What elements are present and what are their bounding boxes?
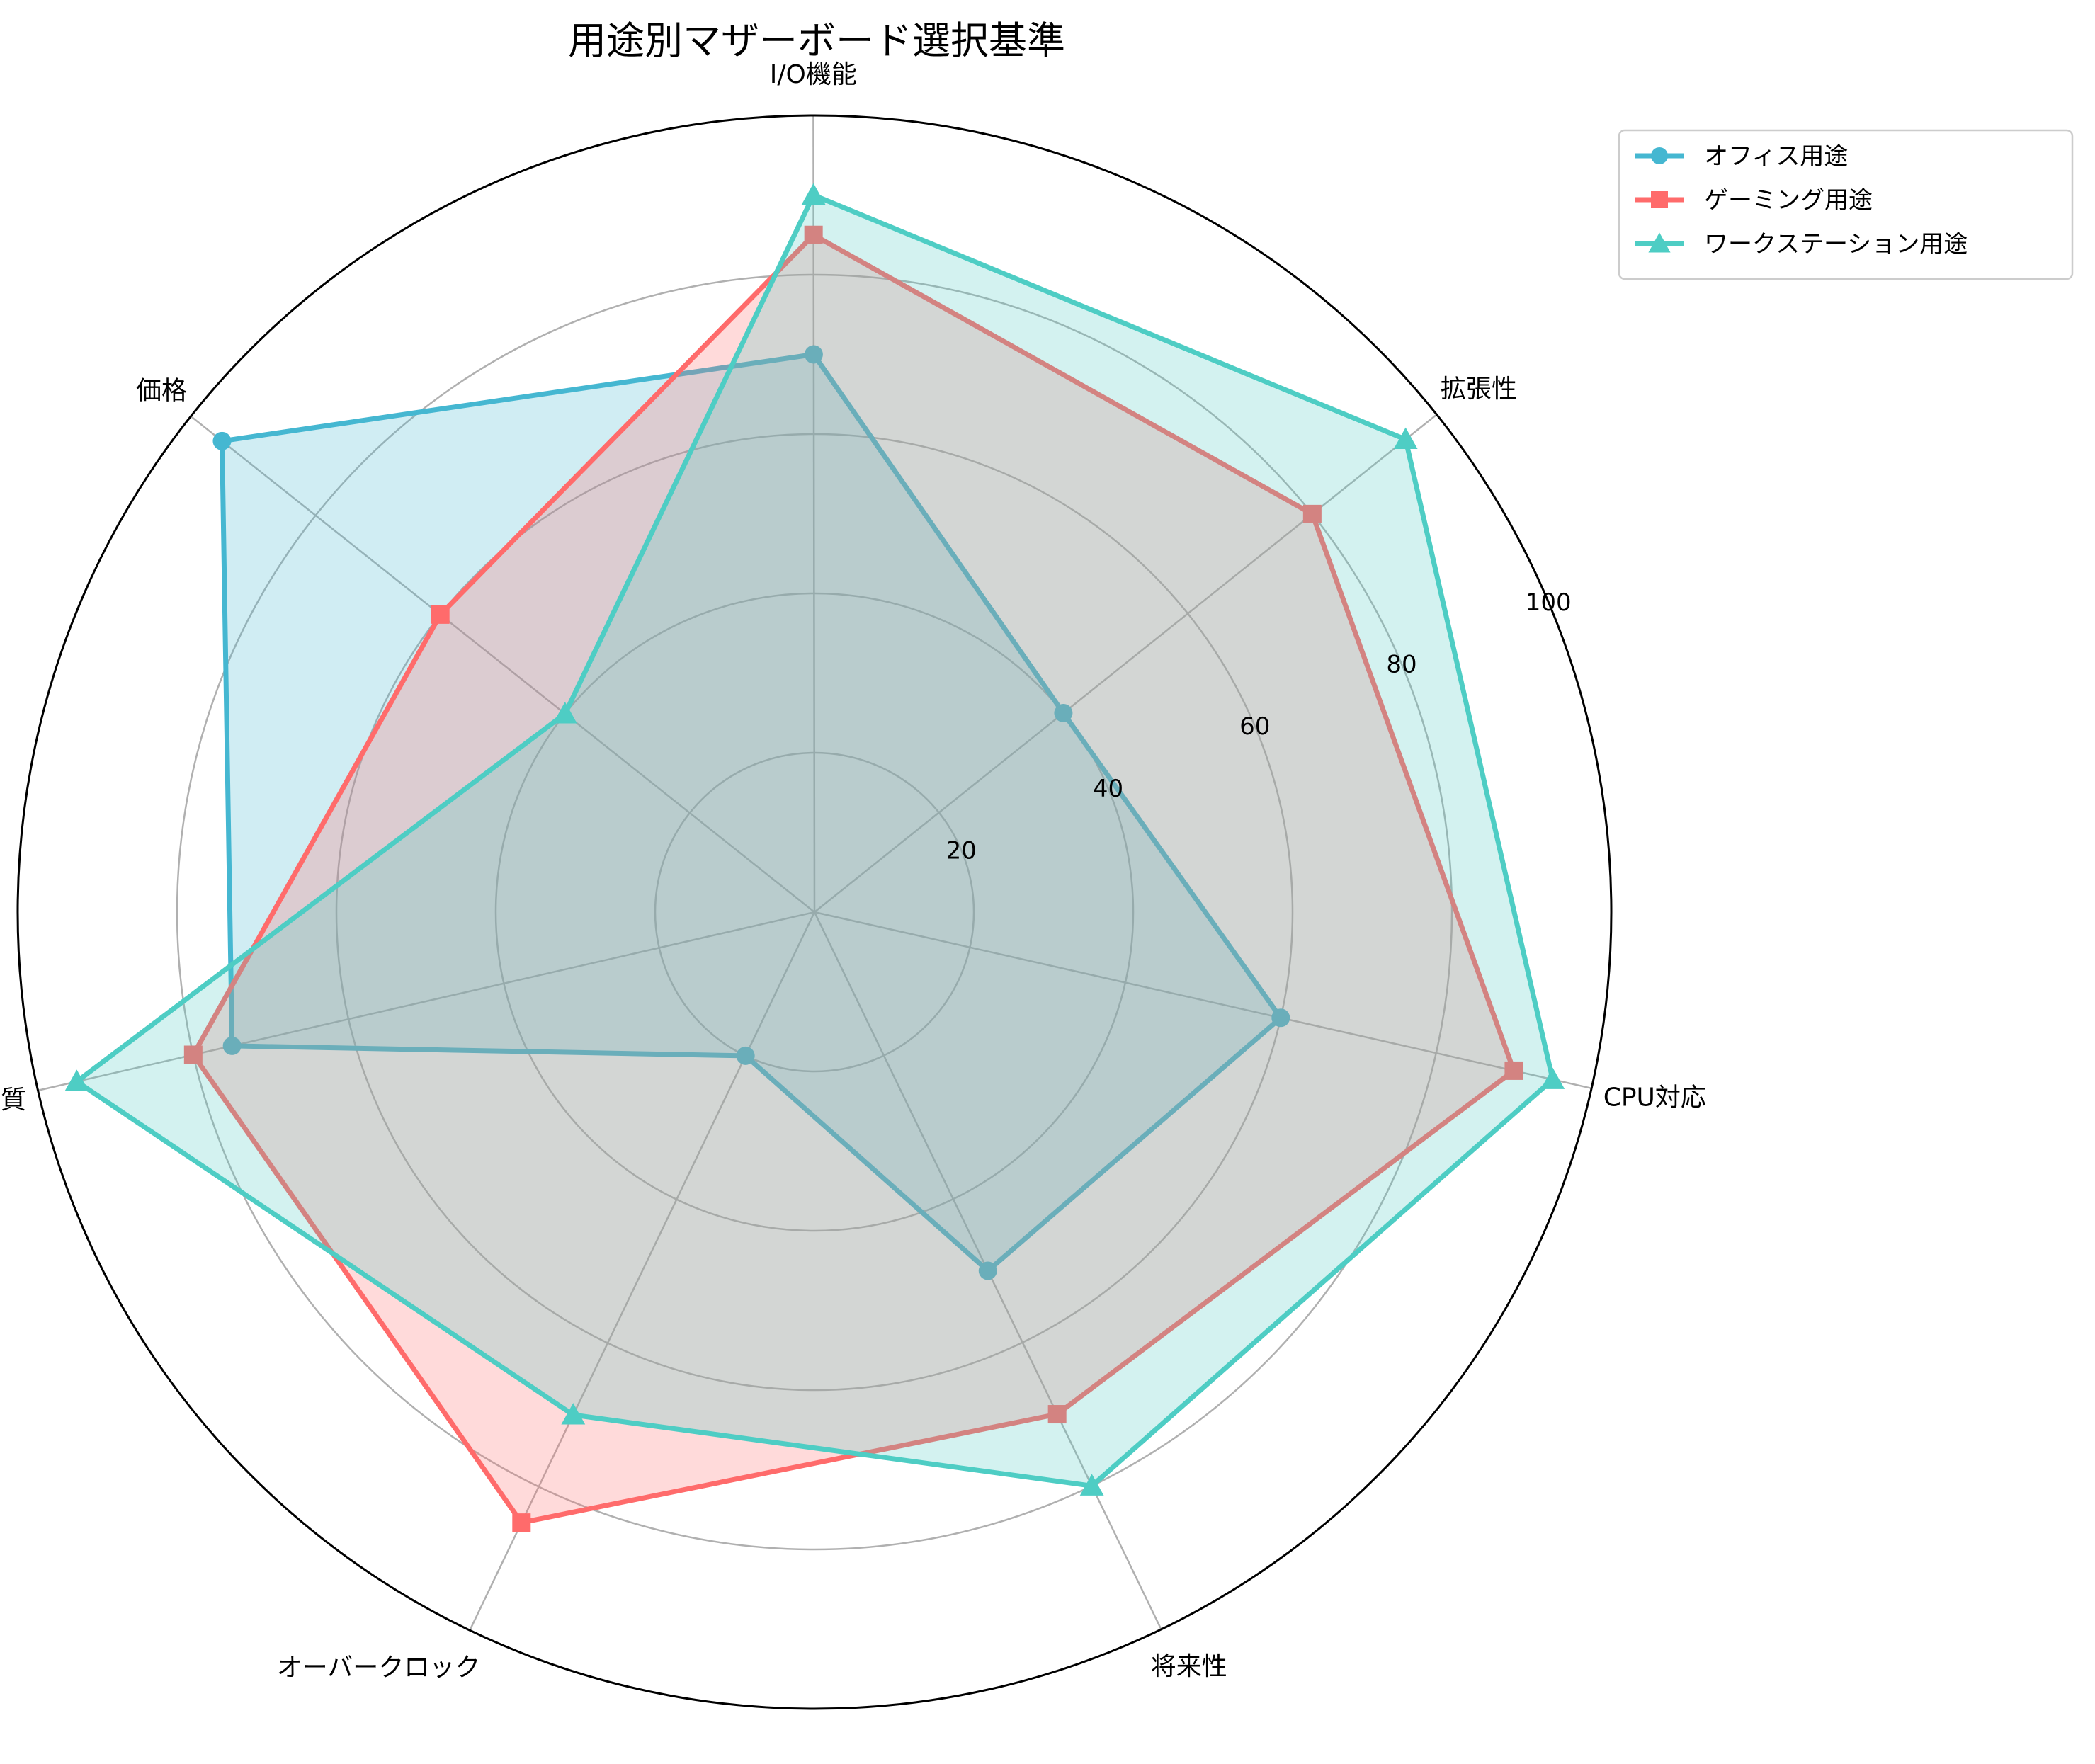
legend-item-0: オフィス用途 bbox=[1635, 142, 1848, 171]
point-2-2 bbox=[801, 183, 826, 205]
radar-labels: CPU対応 拡張性 I/O機能価格品質オーバークロック 将来性 20 40 60 80 100 bbox=[0, 60, 1706, 1683]
point-1-4 bbox=[183, 1045, 203, 1064]
point-0-3 bbox=[212, 431, 232, 450]
point-0-2 bbox=[804, 345, 823, 364]
legend-label-2: ワークステーション用途 bbox=[1704, 230, 1968, 258]
r-tick-40: 40 bbox=[1093, 775, 1123, 803]
legend-item-2: ワークステーション用途 bbox=[1635, 230, 1968, 258]
series-line-2 bbox=[74, 193, 1555, 1489]
spoke-4 bbox=[38, 911, 815, 1092]
point-0-4 bbox=[222, 1036, 242, 1055]
legend-label-1: ゲーミング用途 bbox=[1704, 186, 1873, 215]
point-2-0 bbox=[1540, 1067, 1565, 1089]
point-2-1 bbox=[1393, 427, 1418, 449]
radar-grid bbox=[16, 114, 1613, 1710]
point-1-3 bbox=[431, 605, 450, 624]
radar-series bbox=[64, 183, 1565, 1532]
point-0-1 bbox=[1054, 703, 1073, 722]
r-tick-100: 100 bbox=[1526, 588, 1572, 617]
spoke-1 bbox=[814, 414, 1438, 913]
legend-item-1: ゲーミング用途 bbox=[1635, 186, 1873, 215]
spoke-0 bbox=[814, 911, 1592, 1090]
point-1-5 bbox=[512, 1513, 531, 1532]
legend-marker-0 bbox=[1651, 147, 1668, 164]
point-1-6 bbox=[1048, 1405, 1067, 1424]
axis-label-1: 拡張性 bbox=[1441, 375, 1517, 404]
point-0-0 bbox=[1271, 1008, 1290, 1028]
r-tick-20: 20 bbox=[946, 836, 977, 865]
radar-frame bbox=[16, 114, 1613, 1710]
series-fill-2 bbox=[76, 195, 1553, 1486]
axis-label-5: オーバークロック bbox=[277, 1654, 481, 1683]
point-2-4 bbox=[64, 1069, 89, 1091]
chart-title: 用途別マザーボード選択基準 bbox=[568, 18, 1065, 63]
spoke-5 bbox=[469, 911, 816, 1631]
series-line-1 bbox=[191, 232, 1516, 1525]
point-1-0 bbox=[1504, 1061, 1523, 1080]
series-fill-0 bbox=[222, 354, 1281, 1271]
axis-label-0: CPU対応 bbox=[1603, 1083, 1706, 1113]
point-2-5 bbox=[561, 1403, 586, 1425]
axis-label-3: 価格 bbox=[136, 377, 187, 406]
series-line-0 bbox=[220, 352, 1283, 1273]
point-0-6 bbox=[978, 1261, 997, 1280]
spoke-2 bbox=[812, 115, 816, 913]
point-2-6 bbox=[1079, 1474, 1104, 1496]
legend-marker-2 bbox=[1648, 232, 1671, 253]
axis-label-2: I/O機能 bbox=[770, 60, 857, 89]
point-0-5 bbox=[736, 1046, 755, 1065]
legend-marker-1 bbox=[1651, 191, 1668, 208]
grid-ring-80 bbox=[176, 273, 1453, 1551]
legend-box bbox=[1618, 129, 2074, 280]
point-2-3 bbox=[552, 702, 577, 724]
axis-label-4: 品質 bbox=[0, 1086, 26, 1115]
point-1-1 bbox=[1302, 504, 1322, 523]
axis-label-6: 将来性 bbox=[1151, 1652, 1227, 1681]
legend-label-0: オフィス用途 bbox=[1704, 142, 1848, 171]
point-1-2 bbox=[804, 225, 823, 244]
spoke-3 bbox=[190, 415, 815, 913]
r-tick-80: 80 bbox=[1386, 651, 1416, 679]
r-tick-60: 60 bbox=[1239, 712, 1270, 741]
series-fill-1 bbox=[193, 234, 1514, 1523]
